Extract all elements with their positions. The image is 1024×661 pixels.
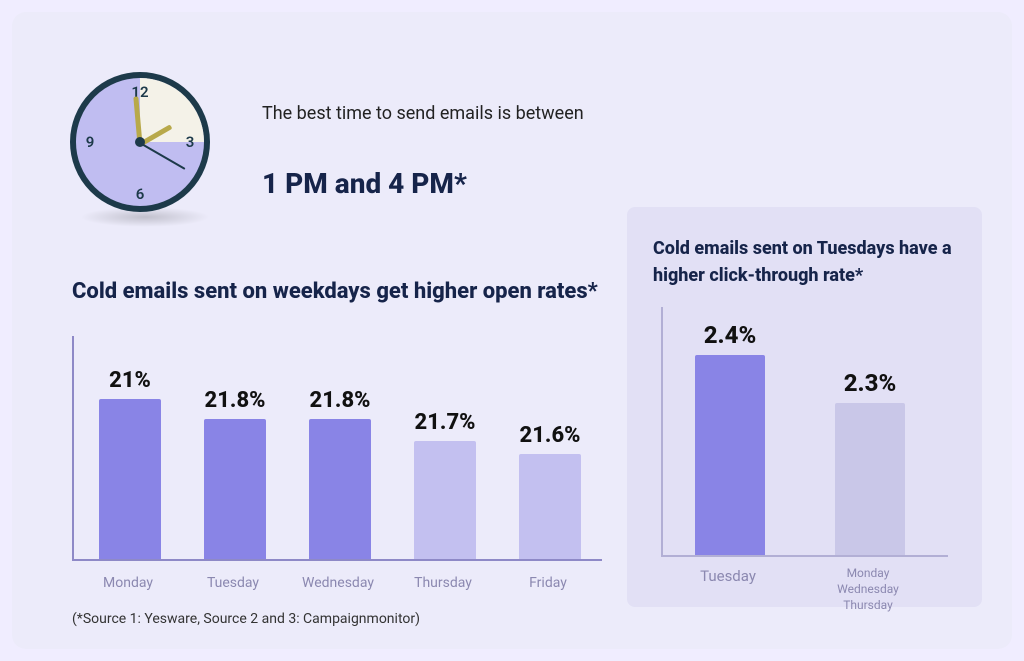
chart2-bar-group-1: 2.3% [835,403,905,555]
chart1-bar-thursday: 21.7% [414,441,476,559]
clock-illustration: 12 3 6 9 [70,72,220,222]
chart1-bar-wednesday: 21.8% [309,419,371,559]
chart2-x-label-multi: MondayWednesdayThursday [837,565,899,614]
chart1-value-label: 21.6% [520,423,581,448]
chart1-x-axis: Monday Tuesday Wednesday Thursday Friday [72,571,602,601]
chart1-bar [309,419,371,559]
chart1-bar-friday: 21.6% [519,454,581,559]
chart1-value-label: 21.7% [415,410,476,435]
chart2-value-label: 2.3% [844,369,897,397]
clock-center-dot [135,137,145,147]
chart1-title: Cold emails sent on weekdays get higher … [72,277,602,308]
weekday-open-rate-chart: Cold emails sent on weekdays get higher … [72,277,602,601]
chart2-title: Cold emails sent on Tuesdays have a high… [653,235,956,289]
clock-face: 12 3 6 9 [70,72,210,212]
chart1-x-label: Wednesday [302,575,374,591]
chart1-value-label: 21% [109,368,151,393]
chart2-bar [835,403,905,555]
chart2-bar-group-0: 2.4% [695,355,765,555]
source-citation: (*Source 1: Yesware, Source 2 and 3: Cam… [72,611,420,627]
chart1-bar-monday: 21% [99,399,161,559]
chart1-x-label: Friday [529,575,567,591]
chart1-bar [204,419,266,559]
chart1-x-label: Tuesday [207,575,259,591]
chart2-value-label: 2.4% [704,321,757,349]
clock-num-3: 3 [186,133,195,151]
chart1-bar [414,441,476,559]
chart2-plot-area: 2.4% 2.3% [661,307,948,557]
chart1-x-label: Thursday [414,575,472,591]
clock-num-6: 6 [136,185,145,203]
chart1-plot-area: 21% 21.8% 21.8% 21.7% 21.6% [72,336,602,561]
chart2-x-label: Tuesday [700,567,756,585]
chart2-bar [695,355,765,555]
chart1-bar-tuesday: 21.8% [204,419,266,559]
chart2-x-axis: Tuesday MondayWednesdayThursday [661,565,948,625]
chart1-bar [519,454,581,559]
infographic-canvas: 12 3 6 9 The best time to send emails is… [12,12,1012,649]
chart1-bar [99,399,161,559]
chart1-value-label: 21.8% [205,388,266,413]
chart1-value-label: 21.8% [310,388,371,413]
chart1-x-label: Monday [103,575,153,591]
clock-num-9: 9 [86,133,95,151]
ctr-panel: Cold emails sent on Tuesdays have a high… [627,207,982,607]
header-intro-text: The best time to send emails is between [262,100,584,127]
header-time-window: 1 PM and 4 PM* [262,167,467,200]
